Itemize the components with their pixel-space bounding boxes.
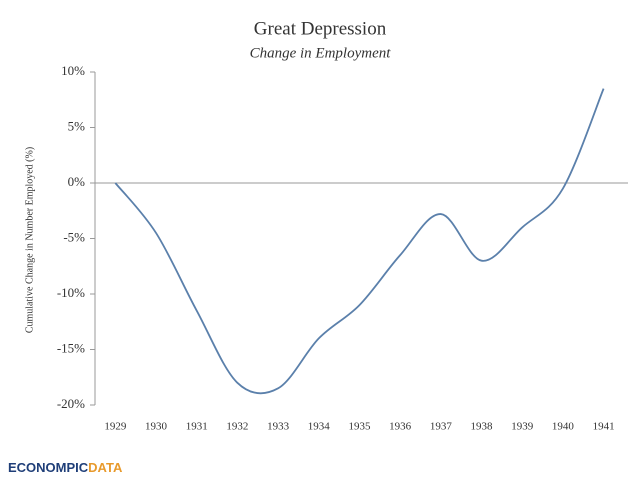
x-tick-label: 1934 [308, 421, 331, 433]
y-tick-label: 0% [68, 174, 86, 189]
y-tick-label: 10% [61, 63, 85, 78]
y-tick-label: -15% [57, 340, 85, 355]
y-tick-label: -5% [63, 229, 85, 244]
chart-subtitle: Change in Employment [250, 45, 392, 61]
logo-accent: DATA [88, 460, 123, 475]
logo-main: ECONOMPIC [8, 460, 89, 475]
logo: ECONOMPICDATA [8, 460, 123, 475]
y-tick-label: -10% [57, 285, 85, 300]
x-tick-label: 1932 [226, 421, 248, 433]
chart-title: Great Depression [254, 18, 387, 39]
x-tick-label: 1940 [552, 421, 575, 433]
x-tick-label: 1933 [267, 421, 290, 433]
x-tick-label: 1929 [104, 421, 127, 433]
x-tick-label: 1938 [471, 421, 494, 433]
x-tick-label: 1936 [389, 421, 412, 433]
line [114, 88, 605, 395]
x-tick-label: 1937 [430, 421, 453, 433]
x-tick-label: 1939 [511, 421, 534, 433]
x-tick-label: 1931 [186, 421, 208, 433]
y-tick-label: 5% [68, 118, 86, 133]
x-tick-label: 1930 [145, 421, 168, 433]
x-tick-label: 1941 [593, 421, 615, 433]
y-tick-label: -20% [57, 396, 85, 411]
x-tick-label: 1935 [348, 421, 371, 433]
y-axis-label: Cumulative Change in Number Employed (%) [24, 147, 35, 333]
